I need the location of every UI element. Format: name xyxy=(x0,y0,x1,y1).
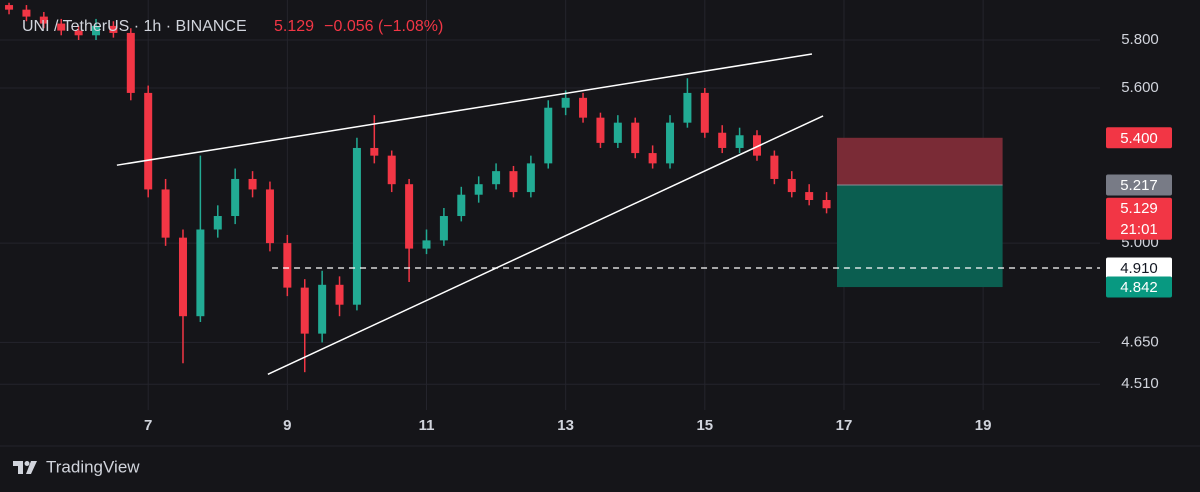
candle-body xyxy=(405,184,414,249)
x-tick-label: 17 xyxy=(836,417,853,434)
x-tick-label: 7 xyxy=(144,417,152,434)
candle-body xyxy=(526,163,535,193)
candle-body xyxy=(387,155,396,185)
candle-body xyxy=(718,132,727,148)
candle-body xyxy=(370,147,379,156)
candle-body xyxy=(631,122,640,154)
candle-body xyxy=(352,147,361,305)
candle-body xyxy=(22,9,31,17)
candle-body xyxy=(231,178,240,217)
candle-body xyxy=(752,135,761,156)
logo-mark xyxy=(13,461,23,474)
candle-body xyxy=(439,216,448,241)
candle-body xyxy=(509,171,518,193)
price-label: 4.842 xyxy=(1120,279,1158,296)
candle-body xyxy=(335,284,344,305)
price-label-box xyxy=(1106,174,1172,196)
price-change: −0.056 (−1.08%) xyxy=(324,18,443,35)
candle-body xyxy=(579,97,588,118)
candle-body xyxy=(283,243,292,288)
candle-body xyxy=(648,153,657,164)
x-tick-label: 11 xyxy=(419,417,435,434)
price-label: 4.910 xyxy=(1120,260,1158,277)
candle-body xyxy=(474,184,483,195)
last-price: 5.129 xyxy=(274,18,314,35)
candle-body xyxy=(561,97,570,108)
price-label: 5.400 xyxy=(1120,130,1158,147)
brand-logo xyxy=(13,461,37,474)
candle-body xyxy=(248,178,257,190)
candle-body xyxy=(544,107,553,164)
candle-body xyxy=(109,25,118,33)
candle-body xyxy=(596,117,605,143)
chart-title: UNI / TetherUS · 1h · BINANCE xyxy=(22,18,247,35)
candle-body xyxy=(492,171,501,185)
candle-body xyxy=(178,237,187,317)
x-tick-label: 9 xyxy=(283,417,291,434)
candle-body xyxy=(457,194,466,217)
candle-body xyxy=(92,25,101,36)
trend-line xyxy=(267,115,824,375)
x-tick-label: 15 xyxy=(696,417,713,434)
price-countdown: 21:01 xyxy=(1120,221,1158,238)
price-label: 5.217 xyxy=(1120,177,1158,194)
y-tick-label: 4.510 xyxy=(1121,375,1159,392)
candle-body xyxy=(613,122,622,143)
candle-body xyxy=(265,189,274,244)
price-label-box xyxy=(1106,276,1172,298)
price-label-box xyxy=(1106,197,1172,240)
x-tick-label: 19 xyxy=(975,417,992,434)
trend-line xyxy=(116,53,813,166)
candle-body xyxy=(196,229,205,317)
stop-zone xyxy=(837,137,1003,185)
candle-body xyxy=(822,200,831,209)
logo-mark xyxy=(24,461,30,466)
candle-body xyxy=(683,92,692,123)
logo-mark xyxy=(26,461,37,474)
candle-body xyxy=(805,192,814,201)
candle-body xyxy=(300,287,309,334)
candle-body xyxy=(161,189,170,238)
candle-body xyxy=(126,32,135,93)
candle-body xyxy=(735,135,744,148)
x-tick-label: 13 xyxy=(557,417,574,434)
candle-body xyxy=(213,216,222,230)
candle-body xyxy=(5,5,14,10)
y-tick-label: 4.650 xyxy=(1121,333,1159,350)
candle-body xyxy=(787,178,796,193)
candle-body xyxy=(74,30,83,36)
y-tick-label: 5.800 xyxy=(1121,31,1159,48)
candle-body xyxy=(770,155,779,179)
candle-body xyxy=(144,92,153,190)
price-label-box xyxy=(1106,127,1172,149)
y-tick-label: 5.600 xyxy=(1121,79,1159,96)
brand-name: TradingView xyxy=(46,457,140,476)
candle-body xyxy=(318,284,327,334)
candle-body xyxy=(422,240,431,249)
price-label: 5.129 xyxy=(1120,200,1158,217)
candle-body xyxy=(700,92,709,133)
plot-layer xyxy=(5,2,1100,375)
candle-body xyxy=(57,23,66,31)
target-zone xyxy=(837,184,1003,288)
price-label-box xyxy=(1106,257,1172,279)
candle-body xyxy=(666,122,675,164)
candle-body xyxy=(39,16,48,24)
